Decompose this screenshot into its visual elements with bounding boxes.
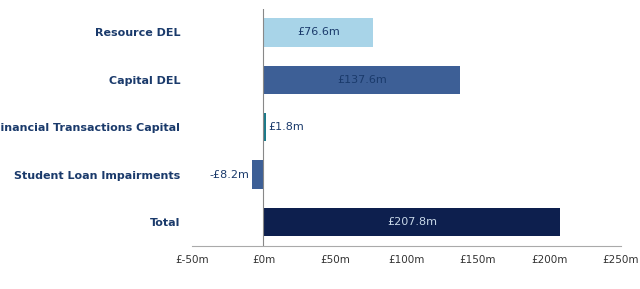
Bar xyxy=(264,208,561,236)
Text: £1.8m: £1.8m xyxy=(268,122,304,132)
Bar xyxy=(264,18,373,47)
Text: £207.8m: £207.8m xyxy=(387,217,437,227)
Bar xyxy=(264,113,266,141)
Bar xyxy=(264,66,460,94)
Text: £76.6m: £76.6m xyxy=(297,27,340,37)
Bar xyxy=(252,160,264,189)
Text: -£8.2m: -£8.2m xyxy=(210,170,250,179)
Text: £137.6m: £137.6m xyxy=(337,75,387,85)
